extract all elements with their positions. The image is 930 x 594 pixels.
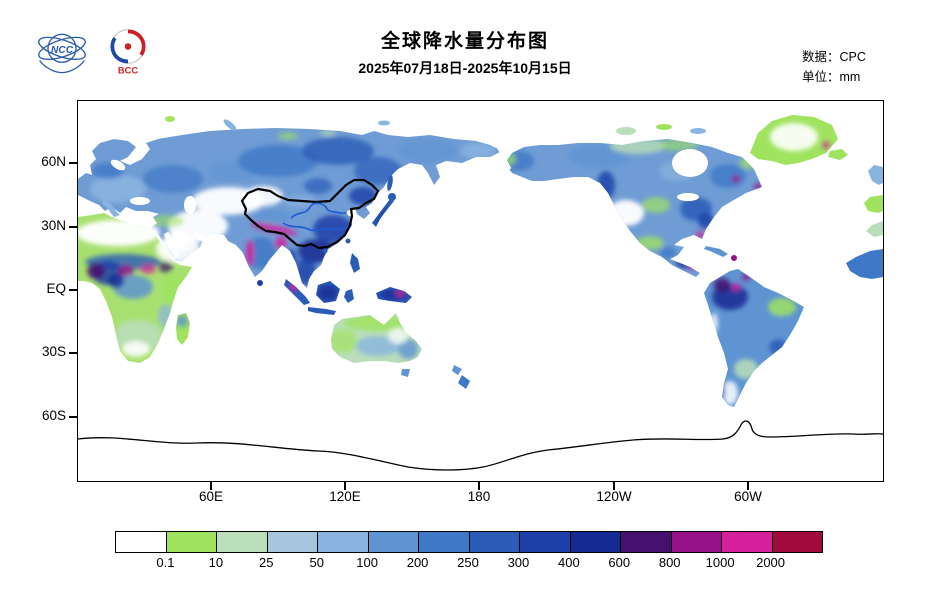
legend-label: 400 — [557, 555, 580, 570]
lon-tick — [210, 482, 212, 490]
legend-swatch — [519, 532, 570, 552]
legend-swatch — [620, 532, 671, 552]
bcc-dot-icon — [124, 43, 132, 50]
legend-labels: 0.1 10 25 50 100 200 250 300 400 600 800 1000 2000 — [115, 555, 821, 573]
legend-swatch — [771, 532, 822, 552]
lon-label-60w: 60W — [734, 489, 762, 504]
lat-tick — [69, 226, 77, 228]
lat-label-eq: EQ — [46, 281, 66, 296]
lat-tick — [69, 162, 77, 164]
legend-swatch — [670, 532, 721, 552]
ncc-logo-text: NCC — [51, 45, 74, 56]
china-border — [240, 178, 380, 250]
legend-label: 1000 — [705, 555, 735, 570]
lon-tick — [747, 482, 749, 490]
antarctica-coastline — [78, 420, 883, 471]
lon-label-180: 180 — [467, 489, 491, 504]
lon-label-60e: 60E — [198, 489, 224, 504]
legend-swatch — [367, 532, 418, 552]
lat-tick — [69, 352, 77, 354]
date-range-subtitle: 2025年07月18日-2025年10月15日 — [358, 60, 572, 76]
legend-swatch — [216, 532, 267, 552]
bcc-blue-swirl-icon — [110, 37, 129, 64]
legend-swatch — [468, 532, 519, 552]
legend-label: 2000 — [756, 555, 786, 570]
legend-label: 100 — [356, 555, 378, 570]
yellow-river — [290, 202, 346, 219]
map-frame — [77, 100, 884, 482]
legend-label: 800 — [658, 555, 681, 570]
legend-label: 50 — [309, 555, 324, 570]
small-islands — [165, 116, 737, 286]
legend-label: 25 — [259, 555, 274, 570]
lat-tick — [69, 289, 77, 291]
legend-swatch — [116, 532, 166, 552]
lat-label-30n: 30N — [41, 218, 66, 233]
lat-label-30s: 30S — [41, 344, 66, 359]
bcc-logo: BCC — [110, 29, 146, 76]
lat-tick — [69, 416, 77, 418]
unit-label: 单位：mm — [802, 70, 861, 84]
inland-seas — [110, 142, 708, 259]
legend-label: 0.1 — [156, 555, 175, 570]
page-title: 全球降水量分布图 — [380, 31, 549, 52]
legend-swatch — [721, 532, 772, 552]
data-source-label: 数据：CPC — [802, 50, 866, 64]
yangtze-river — [282, 222, 349, 232]
lon-tick — [344, 482, 346, 490]
legend-label: 250 — [457, 555, 479, 570]
legend-swatch — [569, 532, 620, 552]
lon-label-120w: 120W — [596, 489, 632, 504]
bcc-logo-text: BCC — [118, 66, 138, 76]
legend-swatch — [266, 532, 317, 552]
ncc-logo: NCC — [38, 33, 86, 74]
china-rivers — [282, 202, 349, 232]
lat-label-60n: 60N — [41, 154, 66, 169]
bcc-red-swirl-icon — [127, 29, 146, 56]
lon-tick — [478, 482, 480, 490]
legend-bar — [115, 531, 823, 553]
legend-label: 600 — [608, 555, 631, 570]
world-precipitation-map — [78, 101, 883, 481]
legend-label: 10 — [208, 555, 224, 570]
legend-swatch — [317, 532, 368, 552]
lon-label-120e: 120E — [329, 489, 361, 504]
ncc-globe-icon — [47, 33, 77, 63]
legend-swatch — [165, 532, 216, 552]
legend-label: 300 — [507, 555, 530, 570]
legend-label: 200 — [406, 555, 429, 570]
legend-swatch — [418, 532, 469, 552]
lat-label-60s: 60S — [41, 408, 66, 423]
lon-tick — [613, 482, 615, 490]
